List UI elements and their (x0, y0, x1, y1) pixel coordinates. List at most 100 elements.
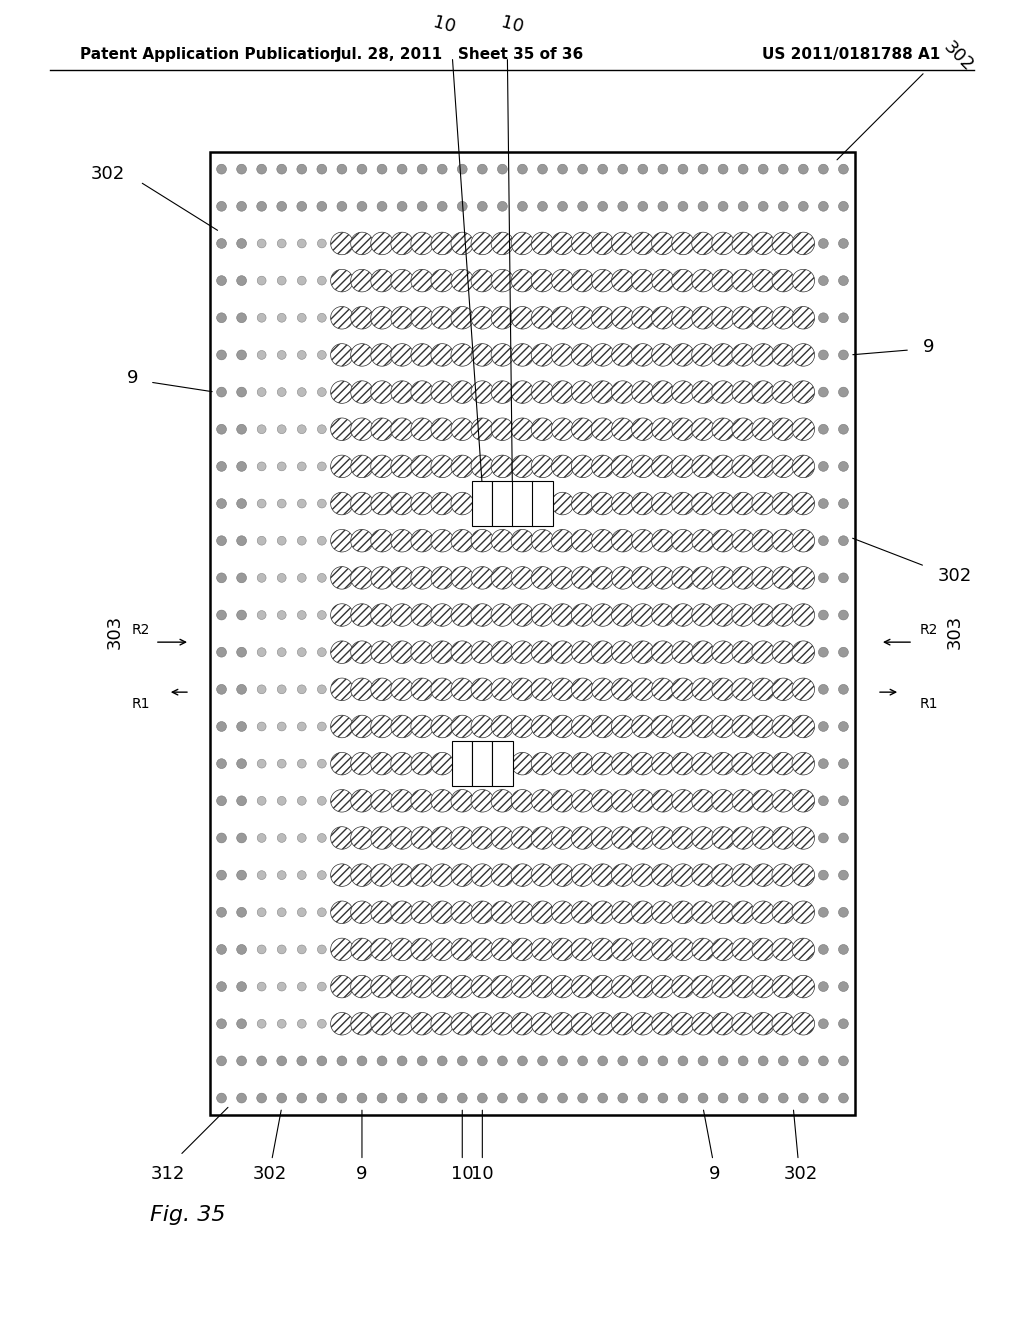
Circle shape (632, 603, 654, 626)
Circle shape (276, 1056, 287, 1065)
Circle shape (492, 380, 514, 404)
Circle shape (297, 833, 306, 842)
Circle shape (371, 715, 393, 738)
Circle shape (397, 1093, 407, 1104)
Circle shape (371, 642, 393, 664)
Circle shape (551, 269, 573, 292)
Circle shape (257, 908, 266, 916)
Circle shape (471, 603, 494, 626)
Circle shape (732, 269, 755, 292)
Circle shape (471, 826, 494, 849)
Circle shape (638, 202, 648, 211)
Circle shape (492, 232, 514, 255)
Circle shape (350, 380, 373, 404)
Circle shape (297, 536, 306, 545)
Text: R2: R2 (131, 623, 150, 638)
Circle shape (571, 343, 594, 366)
Circle shape (531, 678, 554, 701)
Circle shape (217, 796, 226, 805)
Circle shape (511, 975, 534, 998)
Bar (493, 480, 513, 527)
Circle shape (651, 902, 674, 924)
Circle shape (237, 722, 247, 731)
Circle shape (391, 642, 414, 664)
Circle shape (792, 455, 814, 478)
Circle shape (678, 1093, 688, 1104)
Circle shape (278, 1019, 286, 1028)
Circle shape (732, 975, 755, 998)
Circle shape (511, 902, 534, 924)
Circle shape (617, 164, 628, 174)
Text: R2: R2 (920, 623, 938, 638)
Circle shape (799, 164, 808, 174)
Circle shape (551, 939, 573, 961)
Circle shape (632, 1012, 654, 1035)
Text: 10: 10 (431, 13, 458, 37)
Circle shape (317, 499, 327, 508)
Circle shape (752, 826, 774, 849)
Circle shape (839, 684, 848, 694)
Circle shape (651, 269, 674, 292)
Circle shape (411, 902, 433, 924)
Circle shape (792, 529, 814, 552)
Circle shape (592, 826, 614, 849)
Circle shape (297, 1019, 306, 1028)
Text: Fig. 35: Fig. 35 (150, 1205, 225, 1225)
Circle shape (317, 611, 327, 619)
Circle shape (471, 789, 494, 812)
Circle shape (651, 642, 674, 664)
Circle shape (718, 202, 728, 211)
Circle shape (237, 276, 247, 285)
Circle shape (511, 752, 534, 775)
Circle shape (818, 350, 828, 360)
Circle shape (772, 752, 795, 775)
Circle shape (331, 715, 353, 738)
Circle shape (278, 908, 286, 916)
Circle shape (799, 1056, 808, 1065)
Circle shape (391, 603, 414, 626)
Circle shape (531, 752, 554, 775)
Circle shape (732, 1012, 755, 1035)
Circle shape (371, 902, 393, 924)
Circle shape (598, 1056, 607, 1065)
Circle shape (471, 1012, 494, 1035)
Circle shape (598, 164, 607, 174)
Circle shape (391, 863, 414, 887)
Circle shape (712, 343, 734, 366)
Circle shape (638, 1093, 648, 1104)
Circle shape (276, 164, 287, 174)
Circle shape (451, 789, 473, 812)
Circle shape (517, 1093, 527, 1104)
Circle shape (818, 424, 828, 434)
Circle shape (297, 276, 306, 285)
Circle shape (839, 239, 848, 248)
Circle shape (498, 1093, 507, 1104)
Circle shape (732, 826, 755, 849)
Circle shape (718, 1093, 728, 1104)
Circle shape (397, 164, 407, 174)
Circle shape (712, 232, 734, 255)
Circle shape (692, 566, 715, 589)
Circle shape (651, 826, 674, 849)
Text: 302: 302 (253, 1166, 287, 1184)
Circle shape (752, 566, 774, 589)
Circle shape (732, 306, 755, 329)
Circle shape (839, 462, 848, 471)
Circle shape (839, 833, 848, 843)
Circle shape (658, 164, 668, 174)
Circle shape (492, 939, 514, 961)
Circle shape (411, 642, 433, 664)
Circle shape (411, 380, 433, 404)
Circle shape (732, 939, 755, 961)
Circle shape (571, 455, 594, 478)
Circle shape (651, 975, 674, 998)
Circle shape (712, 678, 734, 701)
Circle shape (651, 1012, 674, 1035)
Circle shape (632, 902, 654, 924)
Circle shape (611, 678, 634, 701)
Circle shape (712, 642, 734, 664)
Bar (472, 741, 493, 787)
Circle shape (712, 902, 734, 924)
Circle shape (317, 685, 327, 694)
Circle shape (431, 752, 454, 775)
